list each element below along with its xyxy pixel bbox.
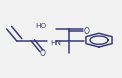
Text: O: O: [39, 49, 45, 58]
Text: O: O: [83, 27, 89, 36]
Text: HO: HO: [35, 23, 46, 29]
Text: HN: HN: [51, 40, 62, 46]
